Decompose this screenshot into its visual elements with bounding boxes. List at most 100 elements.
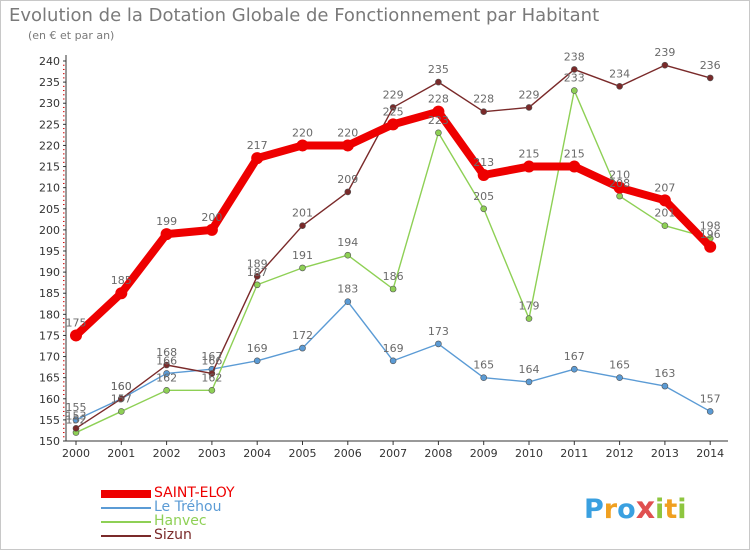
y-minor-tick: [63, 326, 65, 328]
legend-label: SAINT-ELOY: [154, 485, 235, 501]
data-point: [72, 416, 80, 424]
data-point: [661, 61, 669, 69]
data-point: [432, 105, 445, 118]
data-label: 167: [564, 350, 585, 363]
y-minor-tick: [63, 381, 65, 383]
data-point: [706, 408, 714, 415]
data-point: [251, 152, 264, 165]
y-minor-tick: [63, 106, 65, 108]
data-label: 162: [201, 371, 222, 384]
y-tick-label: 210: [39, 182, 60, 195]
y-minor-tick: [63, 284, 65, 286]
y-minor-tick: [63, 347, 65, 349]
data-label: 194: [337, 236, 358, 249]
y-minor-tick: [63, 153, 65, 155]
y-minor-tick: [63, 267, 65, 269]
data-point: [299, 344, 306, 352]
data-point: [115, 287, 128, 300]
data-label: 228: [473, 93, 494, 106]
data-label: 235: [428, 63, 449, 76]
y-minor-tick: [63, 68, 65, 70]
y-tick-label: 200: [39, 224, 60, 237]
y-tick-label: 185: [39, 287, 60, 300]
y-minor-tick: [63, 288, 65, 290]
data-label: 166: [201, 354, 222, 367]
series-0: [70, 105, 717, 342]
data-point: [387, 118, 400, 131]
data-label: 166: [156, 354, 177, 367]
y-minor-tick: [63, 410, 65, 412]
data-label: 208: [609, 177, 630, 190]
x-tick-label: 2008: [424, 447, 452, 460]
data-label: 199: [156, 215, 177, 228]
data-label: 196: [700, 228, 721, 241]
data-point: [613, 181, 626, 194]
data-point: [163, 361, 170, 369]
y-minor-tick: [63, 423, 65, 425]
y-minor-tick: [63, 305, 65, 307]
y-minor-tick: [63, 216, 65, 218]
data-label: 169: [247, 342, 268, 355]
data-point: [480, 108, 488, 115]
x-tick-label: 2014: [696, 447, 724, 460]
y-tick-label: 240: [39, 55, 60, 68]
y-minor-tick: [63, 406, 65, 408]
y-minor-tick: [63, 94, 65, 96]
y-minor-tick: [63, 195, 65, 197]
y-tick-label: 175: [39, 329, 60, 342]
data-label: 168: [156, 346, 177, 359]
y-tick-label: 230: [39, 97, 60, 110]
data-point: [72, 425, 80, 432]
legend-label: Sizun: [154, 527, 192, 543]
legend-swatch: [101, 535, 151, 537]
data-point: [523, 160, 535, 173]
y-minor-tick: [63, 301, 65, 303]
y-tick-label: 165: [39, 372, 60, 385]
data-point: [477, 169, 490, 181]
data-point: [570, 66, 578, 73]
data-point: [568, 160, 581, 173]
data-label: 229: [383, 88, 404, 101]
data-point: [480, 205, 488, 213]
data-point: [253, 273, 261, 280]
data-label: 162: [156, 371, 177, 384]
y-minor-tick: [63, 111, 65, 113]
data-label: 152: [66, 414, 87, 427]
data-label: 229: [519, 88, 540, 101]
y-minor-tick: [63, 394, 65, 396]
data-label: 207: [654, 181, 675, 194]
y-tick-label: 160: [39, 393, 60, 406]
x-tick-label: 2011: [560, 447, 588, 460]
x-tick-label: 2000: [62, 447, 90, 460]
y-tick-label: 150: [39, 435, 60, 448]
y-minor-tick: [63, 199, 65, 201]
data-point: [435, 129, 442, 137]
data-label: 198: [700, 219, 721, 232]
data-label: 169: [383, 342, 404, 355]
y-minor-tick: [63, 309, 65, 311]
chart-subtitle: (en € et par an): [28, 29, 115, 42]
logo-letter: i: [677, 494, 687, 525]
data-point: [525, 104, 533, 111]
y-minor-tick: [63, 64, 65, 66]
data-point: [208, 387, 216, 394]
data-label: 191: [292, 249, 313, 262]
data-point: [253, 281, 261, 289]
data-label: 157: [111, 392, 132, 405]
y-minor-tick: [63, 242, 65, 244]
data-point: [299, 222, 306, 229]
y-minor-tick: [63, 360, 65, 362]
data-point: [70, 329, 82, 342]
series-3: [72, 61, 714, 432]
data-label: 185: [111, 274, 132, 287]
y-minor-tick: [63, 170, 65, 172]
x-tick-label: 2007: [379, 447, 407, 460]
y-tick-label: 170: [39, 351, 60, 364]
data-point: [704, 240, 717, 253]
data-label: 186: [383, 270, 404, 283]
data-label: 172: [292, 329, 313, 342]
y-minor-tick: [63, 136, 65, 138]
data-point: [658, 194, 671, 207]
